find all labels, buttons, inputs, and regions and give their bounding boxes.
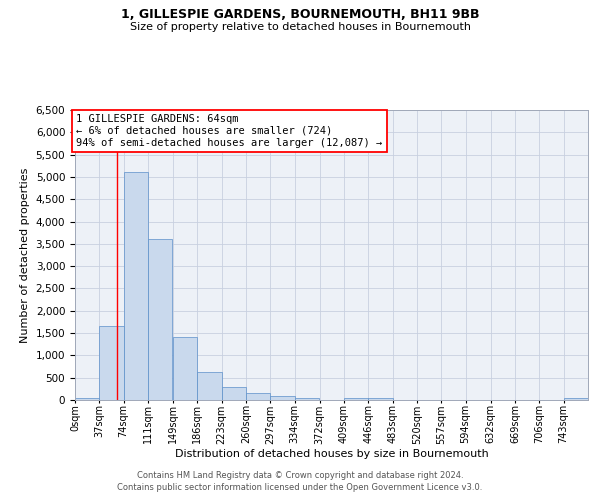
Y-axis label: Number of detached properties: Number of detached properties [20,168,30,342]
X-axis label: Distribution of detached houses by size in Bournemouth: Distribution of detached houses by size … [175,449,488,459]
Text: Contains HM Land Registry data © Crown copyright and database right 2024.: Contains HM Land Registry data © Crown c… [137,471,463,480]
Text: 1 GILLESPIE GARDENS: 64sqm
← 6% of detached houses are smaller (724)
94% of semi: 1 GILLESPIE GARDENS: 64sqm ← 6% of detac… [76,114,383,148]
Bar [148,240,172,400]
Bar [271,396,295,400]
Bar [124,172,148,400]
Text: Contains public sector information licensed under the Open Government Licence v3: Contains public sector information licen… [118,484,482,492]
Text: Size of property relative to detached houses in Bournemouth: Size of property relative to detached ho… [130,22,470,32]
Bar [197,372,221,400]
Bar [368,398,392,400]
Bar [173,336,197,400]
Bar [344,398,368,400]
Text: 1, GILLESPIE GARDENS, BOURNEMOUTH, BH11 9BB: 1, GILLESPIE GARDENS, BOURNEMOUTH, BH11 … [121,8,479,20]
Bar [75,398,100,400]
Bar [563,398,588,400]
Bar [221,386,246,400]
Bar [246,393,271,400]
Bar [100,326,124,400]
Bar [295,398,319,400]
